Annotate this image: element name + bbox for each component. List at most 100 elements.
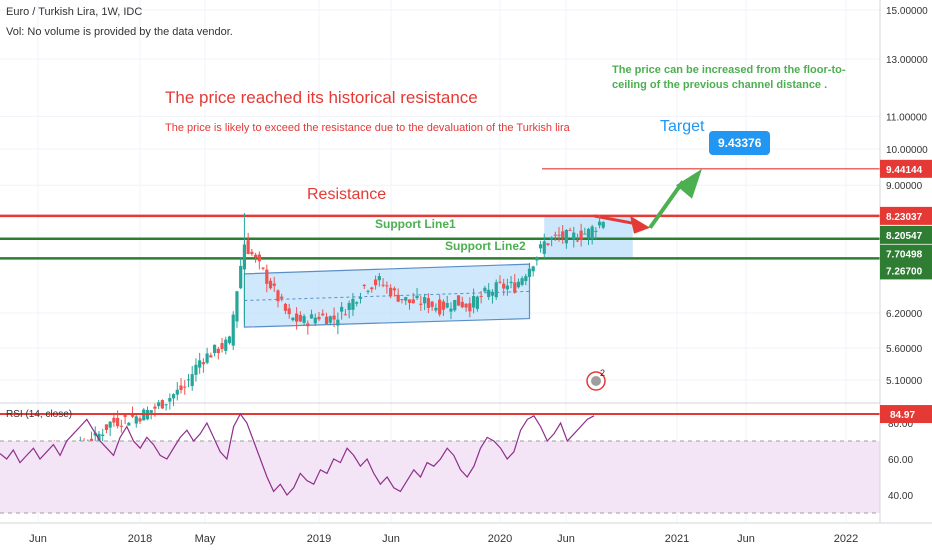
target-price-badge: 9.43376 [709,131,771,155]
candle-body [194,364,198,375]
candle-body [520,278,524,285]
candle-body [280,296,284,299]
candle-body [343,314,347,316]
time-tick-label: Jun [737,533,755,545]
candle-body [257,254,261,262]
candle-body [198,360,202,368]
price-label-box [880,206,932,225]
candle-body [123,415,127,417]
rsi-pane [0,412,880,514]
price-label-box [880,159,932,178]
price-tick-label: 6.20000 [886,309,923,320]
candle-body [231,314,235,346]
time-tick-label: May [195,533,216,545]
target-label: Target [660,118,705,135]
candle-body [392,288,397,291]
time-tick-label: 2020 [488,533,512,545]
candle-body [239,265,243,289]
ideas-count: 2 [600,368,605,378]
candle-body [502,283,506,289]
candle-body [430,301,434,307]
candle-body [183,386,187,388]
candle-body [572,232,576,240]
candle-body [516,281,521,288]
candle-body [449,308,453,312]
candle-body [411,299,415,304]
price-label-text: 8.23037 [886,212,923,223]
candle-body [445,302,449,308]
candle-body [276,290,280,302]
candle-body [590,226,594,240]
candle-body [404,297,408,301]
candle-body [298,315,302,322]
candle-body [385,285,389,287]
candle-body [190,374,194,386]
candle-body [468,303,472,312]
candle-body [283,303,288,311]
candle-body [175,389,179,395]
candle-body [494,282,498,298]
candle-body [601,222,605,228]
up-arrow-shaft [648,180,685,229]
time-tick-label: Jun [29,533,47,545]
candle-body [505,285,509,290]
candle-body [479,295,483,297]
candle-body [116,417,120,427]
candle-body [101,434,105,437]
time-axis-bg [0,523,932,550]
subline-annotation: The price is likely to exceed the resist… [165,122,570,134]
candle-body [153,406,157,409]
candle-body [513,282,517,293]
candle-body [575,240,580,242]
candle-body [490,291,495,296]
candle-body [149,410,153,413]
candle-body [108,421,112,428]
candle-body [220,343,224,350]
price-tick-label: 9.00000 [886,181,923,192]
candle-body [419,303,423,305]
candle-body [224,339,228,351]
candle-body [460,301,464,308]
candle-body [138,418,142,422]
candle-body [594,230,598,232]
time-tick-label: Jun [382,533,400,545]
candle-body [358,297,363,299]
candle-body [306,323,310,327]
price-tick-label: 15.00000 [886,6,928,17]
candle-body [586,228,591,238]
price-channel [243,263,531,328]
down-arrow-shaft [593,214,637,226]
candle-body [246,240,250,255]
candle-body [302,316,306,323]
candle-body [261,267,265,269]
rsi-tick-label: 80.00 [888,419,913,430]
candle-body [355,302,359,304]
chart-layers: 2 [0,168,880,391]
candle-body [313,317,317,324]
price-label-box [880,261,932,280]
candle-body [250,251,254,255]
candle-body [564,229,568,244]
candle-body [453,300,457,311]
support-line1-label: Support Line1 [375,217,456,231]
candle-body [157,402,161,407]
candle-body [381,284,385,286]
candle-body [332,315,336,320]
time-tick-label: 2018 [128,533,152,545]
candle-body [130,413,135,417]
candle-body [291,317,295,321]
rsi-indicator-label[interactable]: RSI (14, close) [6,409,73,420]
candle-body [487,289,491,298]
candle-body [336,319,340,326]
candle-body [351,298,355,310]
candle-body [438,299,442,315]
price-tick-label: 13.00000 [886,55,928,66]
candle-body [216,348,220,354]
resistance-label: Resistance [307,186,387,203]
candle-body [362,284,366,287]
candle-body [205,353,209,363]
time-tick-label: 2019 [307,533,331,545]
candle-body [347,303,351,311]
candle-body [561,231,565,238]
